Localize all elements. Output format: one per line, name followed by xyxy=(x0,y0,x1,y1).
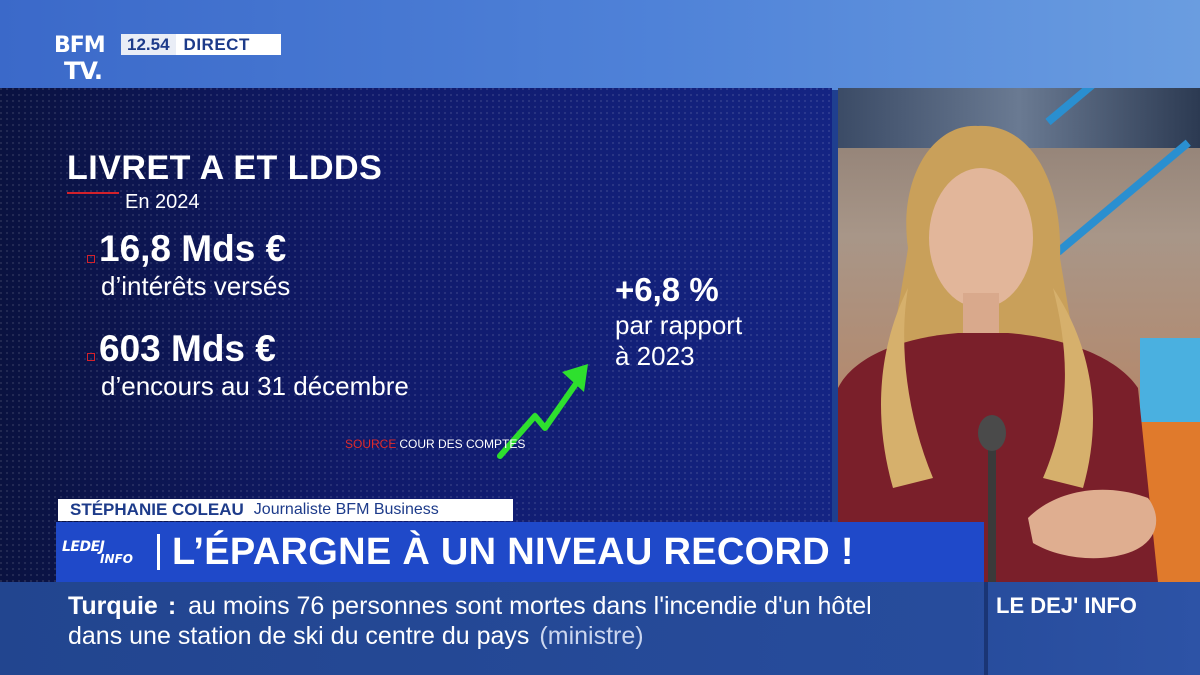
source-key: SOURCE xyxy=(345,437,397,451)
logo-line-2: TV. xyxy=(64,57,103,85)
stat-value-outstanding: 603 Mds € xyxy=(99,328,276,369)
live-label: DIRECT xyxy=(183,34,250,54)
ticker-separator: : xyxy=(167,592,177,620)
presenter-image xyxy=(838,125,1158,582)
infographic-subtitle: En 2024 xyxy=(125,191,200,213)
show-logo-divider xyxy=(157,534,160,570)
news-ticker: Turquie: au moins 76 personnes sont morte… xyxy=(0,582,1200,675)
bullet-square-icon xyxy=(87,255,95,263)
change-value: +6,8 % xyxy=(615,271,719,308)
studio-camera-feed xyxy=(838,88,1200,582)
stat-value-interest: 16,8 Mds € xyxy=(99,228,287,269)
headline-bar: LEDEJ INFO L’ÉPARGNE À UN NIVEAU RECORD … xyxy=(56,522,984,582)
source-credit: SOURCE COUR DES COMPTES xyxy=(345,437,525,451)
ticker-divider xyxy=(984,582,988,675)
presenter-name: STÉPHANIE COLEAU xyxy=(70,500,244,519)
ticker-text-2: dans une station de ski du centre du pay… xyxy=(68,622,530,650)
show-logo-line-1: LEDEJ xyxy=(62,539,105,555)
presenter-role: Journaliste BFM Business xyxy=(253,501,439,518)
ticker-brand: LE DEJ' INFO xyxy=(996,593,1137,618)
stat-label-interest: d’intérêts versés xyxy=(101,271,291,301)
ticker-text-1: au moins 76 personnes sont mortes dans l… xyxy=(188,592,872,620)
trend-up-arrow-icon xyxy=(497,364,588,459)
stat-label-outstanding: d’encours au 31 décembre xyxy=(101,371,409,401)
presenter-name-bar: STÉPHANIE COLEAU Journaliste BFM Busines… xyxy=(58,499,513,521)
studio-background-wall xyxy=(838,88,1200,148)
logo-line-1: BFM xyxy=(54,33,106,58)
ticker-topic: Turquie xyxy=(68,592,158,620)
change-description: par rapport à 2023 xyxy=(615,310,742,372)
change-line-2: à 2023 xyxy=(615,341,695,371)
change-line-1: par rapport xyxy=(615,310,743,340)
bullet-square-icon xyxy=(87,353,95,361)
ticker-source: (ministre) xyxy=(539,622,644,650)
source-value: COUR DES COMPTES xyxy=(399,437,526,451)
show-logo-line-2: INFO xyxy=(100,552,133,566)
headline-text: L’ÉPARGNE À UN NIVEAU RECORD ! xyxy=(172,530,854,573)
title-underline xyxy=(67,192,119,194)
time-live-badge: 12.54 DIRECT xyxy=(121,34,281,55)
infographic-title: LIVRET A ET LDDS xyxy=(67,149,383,187)
ticker-line-1: Turquie: au moins 76 personnes sont morte… xyxy=(68,592,872,621)
show-logo: LEDEJ INFO xyxy=(56,522,160,582)
clock-time: 12.54 xyxy=(121,34,176,55)
ticker-line-2: dans une station de ski du centre du pay… xyxy=(68,622,644,651)
bfmtv-logo: BFM TV. xyxy=(54,33,118,85)
